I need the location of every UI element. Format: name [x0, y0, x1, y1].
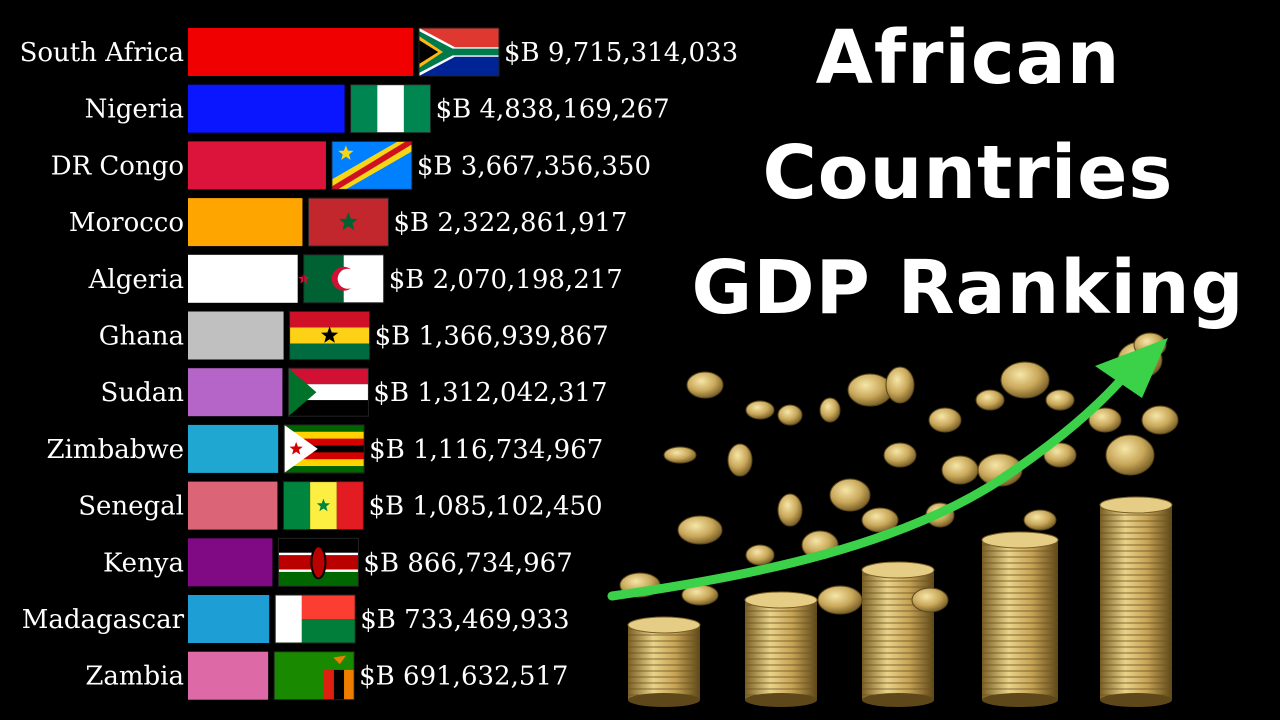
bar-row: Kenya $B 866,734,967: [103, 537, 573, 587]
bar-row: Algeria $B 2,070,198,217: [88, 254, 623, 304]
algeria-flag-icon: [297, 254, 385, 304]
bar: [188, 254, 298, 303]
bar: [188, 538, 273, 587]
bar: [188, 198, 303, 247]
senegal-flag-icon: [282, 481, 364, 531]
bar-value-label: $B 9,715,314,033: [504, 38, 738, 68]
gold-coin-icon: [829, 478, 871, 512]
bar-category-label: Zambia: [85, 662, 184, 692]
dr-congo-flag-icon: [331, 140, 413, 190]
ghana-flag-icon: [289, 311, 371, 360]
bar: [188, 651, 269, 700]
bar-row: Madagascar $B 733,469,933: [22, 594, 570, 644]
gold-coin-icon: [745, 544, 775, 566]
bar-value-label: $B 4,838,169,267: [436, 95, 670, 125]
bar-category-label: Senegal: [78, 492, 184, 522]
gold-coin-icon: [861, 507, 899, 533]
bar-row: South Africa $B 9,715,314,033: [20, 27, 738, 77]
gold-coin-icon: [1000, 361, 1050, 399]
chart-title-line-2: Countries: [762, 130, 1174, 216]
gold-coin-icon: [1043, 442, 1077, 468]
bar-row: Zambia $B 691,632,517: [85, 651, 568, 701]
gold-coin-icon: [677, 515, 723, 545]
bar-row: Senegal $B 1,085,102,450: [78, 481, 603, 531]
bar: [188, 84, 345, 133]
coin-stack: [744, 591, 818, 707]
coins-growth-illustration: [607, 332, 1179, 707]
bar-category-label: Madagascar: [22, 605, 185, 635]
gold-coin-icon: [777, 404, 803, 426]
bar-category-label: Algeria: [88, 265, 184, 295]
madagascar-flag-icon: [274, 594, 356, 644]
zambia-flag-icon: [273, 651, 355, 701]
gold-coin-icon: [1141, 405, 1179, 435]
coin-stack: [861, 561, 935, 707]
bar: [188, 28, 413, 76]
bar-category-label: DR Congo: [51, 151, 184, 181]
bar-value-label: $B 1,312,042,317: [373, 378, 607, 408]
gold-coin-icon: [686, 371, 724, 399]
bars-group: South Africa $B 9,715,314,033 Nigeria $B 4,…: [20, 27, 738, 701]
sudan-flag-icon: [287, 367, 369, 417]
growth-arrow-icon: [607, 338, 1168, 601]
bar-category-label: Sudan: [101, 378, 185, 408]
zimbabwe-flag-icon: [283, 424, 365, 474]
bar: [188, 311, 284, 360]
bar-value-label: $B 1,366,939,867: [375, 322, 609, 352]
gold-coin-icon: [1023, 509, 1057, 531]
coin-stack: [1099, 496, 1173, 707]
bar: [188, 595, 270, 643]
bar: [188, 368, 283, 417]
bar-category-label: Kenya: [103, 548, 184, 578]
bar-value-label: $B 1,116,734,967: [369, 435, 603, 465]
gold-coin-icon: [1105, 434, 1155, 476]
bar-row: Ghana $B 1,366,939,867: [99, 311, 609, 360]
bar-category-label: South Africa: [20, 38, 184, 68]
nigeria-flag-icon: [350, 84, 432, 134]
gold-coin-icon: [885, 366, 915, 404]
bar-value-label: $B 3,667,356,350: [417, 151, 651, 181]
bar: [188, 424, 279, 473]
coin-stack: [981, 531, 1059, 707]
gold-coin-icon: [1045, 389, 1075, 411]
south-africa-flag-icon: [418, 27, 500, 77]
gold-coin-icon: [975, 389, 1005, 411]
gold-coin-icon: [1088, 407, 1122, 433]
gold-coin-icon: [883, 442, 917, 468]
gold-coin-icon: [819, 397, 841, 423]
gold-coin-icon: [663, 446, 697, 464]
bar-value-label: $B 2,070,198,217: [389, 265, 623, 295]
gold-coin-icon: [847, 373, 893, 407]
bar-value-label: $B 2,322,861,917: [393, 208, 627, 238]
gold-coin-icon: [941, 455, 979, 485]
gold-coin-icon: [745, 400, 775, 420]
chart-title-line-1: African: [815, 15, 1121, 101]
bar-value-label: $B 866,734,967: [363, 548, 572, 578]
chart-title-line-3: GDP Ranking: [691, 245, 1245, 331]
gold-coin-icon: [911, 587, 949, 613]
bar-value-label: $B 733,469,933: [360, 605, 569, 635]
morocco-flag-icon: [307, 197, 389, 247]
bar-value-label: $B 1,085,102,450: [368, 492, 602, 522]
bar-row: Zimbabwe $B 1,116,734,967: [47, 424, 603, 474]
bar-category-label: Nigeria: [85, 95, 184, 125]
gold-coin-icon: [928, 407, 962, 433]
kenya-flag-icon: [277, 537, 359, 587]
bar-value-label: $B 691,632,517: [359, 662, 568, 692]
bar: [188, 481, 278, 530]
bar-category-label: Ghana: [99, 322, 184, 352]
bar-category-label: Zimbabwe: [47, 435, 184, 465]
gold-coin-icon: [777, 493, 803, 527]
bar-row: Sudan $B 1,312,042,317: [101, 367, 608, 417]
coin-stack: [627, 616, 701, 707]
gold-coin-icon: [727, 443, 753, 477]
bar: [188, 141, 326, 190]
bar-row: DR Congo $B 3,667,356,350: [51, 140, 651, 190]
bar-row: Nigeria $B 4,838,169,267: [85, 84, 670, 134]
bar-category-label: Morocco: [69, 208, 184, 238]
gold-coin-icon: [817, 585, 863, 615]
bar-row: Morocco $B 2,322,861,917: [69, 197, 628, 247]
